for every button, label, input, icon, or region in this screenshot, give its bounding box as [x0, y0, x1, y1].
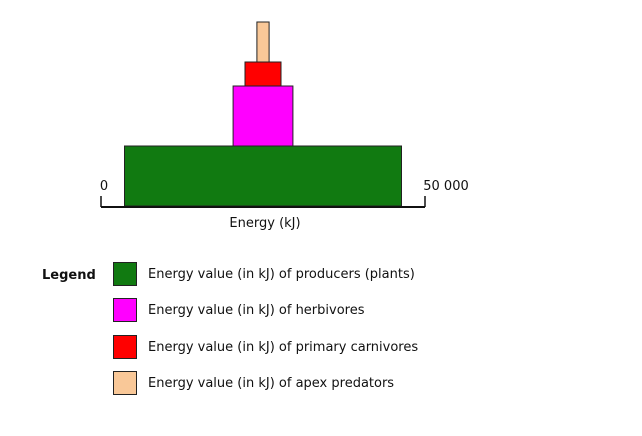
bar-primary-carnivores — [244, 61, 282, 87]
legend-label-producers: Energy value (in kJ) of producers (plant… — [148, 266, 415, 282]
legend-swatch-herbivores — [113, 298, 137, 322]
x-axis-title: Energy (kJ) — [229, 216, 300, 231]
legend-swatch-apex-predators — [113, 371, 137, 395]
legend-item-herbivores: Energy value (in kJ) of herbivores — [113, 297, 365, 323]
energy-pyramid-chart: 0 50 000 Energy (kJ) — [100, 21, 469, 231]
legend-item-producers: Energy value (in kJ) of producers (plant… — [113, 261, 415, 287]
bar-herbivores — [232, 85, 294, 147]
pyramid-bars — [124, 21, 402, 207]
legend-swatch-primary-carnivores — [113, 335, 137, 359]
legend-label-apex-predators: Energy value (in kJ) of apex predators — [148, 375, 395, 391]
bar-apex-predators — [256, 21, 270, 63]
x-tick-label-min: 0 — [100, 179, 108, 194]
legend-item-apex-predators: Energy value (in kJ) of apex predators — [113, 370, 394, 396]
x-tick-label-max: 50 000 — [423, 179, 469, 194]
legend-title: Legend — [42, 268, 96, 283]
legend-label-primary-carnivores: Energy value (in kJ) of primary carnivor… — [148, 339, 419, 355]
bar-producers — [124, 145, 402, 207]
legend-swatch-producers — [113, 262, 137, 286]
legend-item-primary-carnivores: Energy value (in kJ) of primary carnivor… — [113, 334, 418, 360]
legend-label-herbivores: Energy value (in kJ) of herbivores — [148, 302, 365, 318]
